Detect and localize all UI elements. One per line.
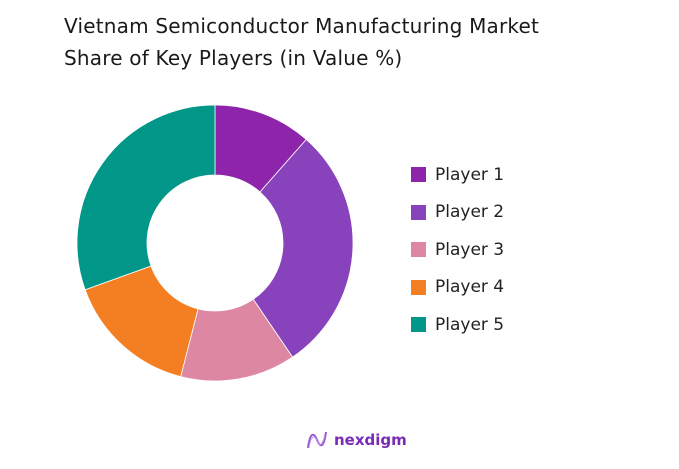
legend-swatch-icon [411,317,426,333]
legend-label: Player 1 [435,164,505,185]
legend-swatch-icon [411,204,426,220]
nexdigm-wave-logo-icon [307,431,327,449]
donut-slice-5 [76,104,216,291]
chart-legend: Player 1 Player 2 Player 3 Player 4 Player 5 [411,156,504,344]
legend-item-4: Player 4 [411,269,504,307]
chart-title-line-2: Share of Key Players (in Value %) [64,46,403,70]
legend-swatch-icon [411,242,426,258]
legend-swatch-icon [411,279,426,295]
brand-name: nexdigm [334,431,407,449]
legend-item-5: Player 5 [411,306,504,344]
legend-label: Player 3 [435,239,505,260]
legend-label: Player 4 [435,277,505,298]
donut-slice-2 [252,138,354,358]
legend-label: Player 2 [435,202,505,223]
legend-item-3: Player 3 [411,231,504,269]
legend-item-1: Player 1 [411,156,504,194]
chart-title-line-1: Vietnam Semiconductor Manufacturing Mark… [64,14,540,38]
legend-swatch-icon [411,167,426,183]
chart-title: Vietnam Semiconductor Manufacturing Mark… [64,10,624,74]
brand-logo: nexdigm [306,430,407,450]
legend-label: Player 5 [435,314,505,335]
legend-item-2: Player 2 [411,194,504,232]
